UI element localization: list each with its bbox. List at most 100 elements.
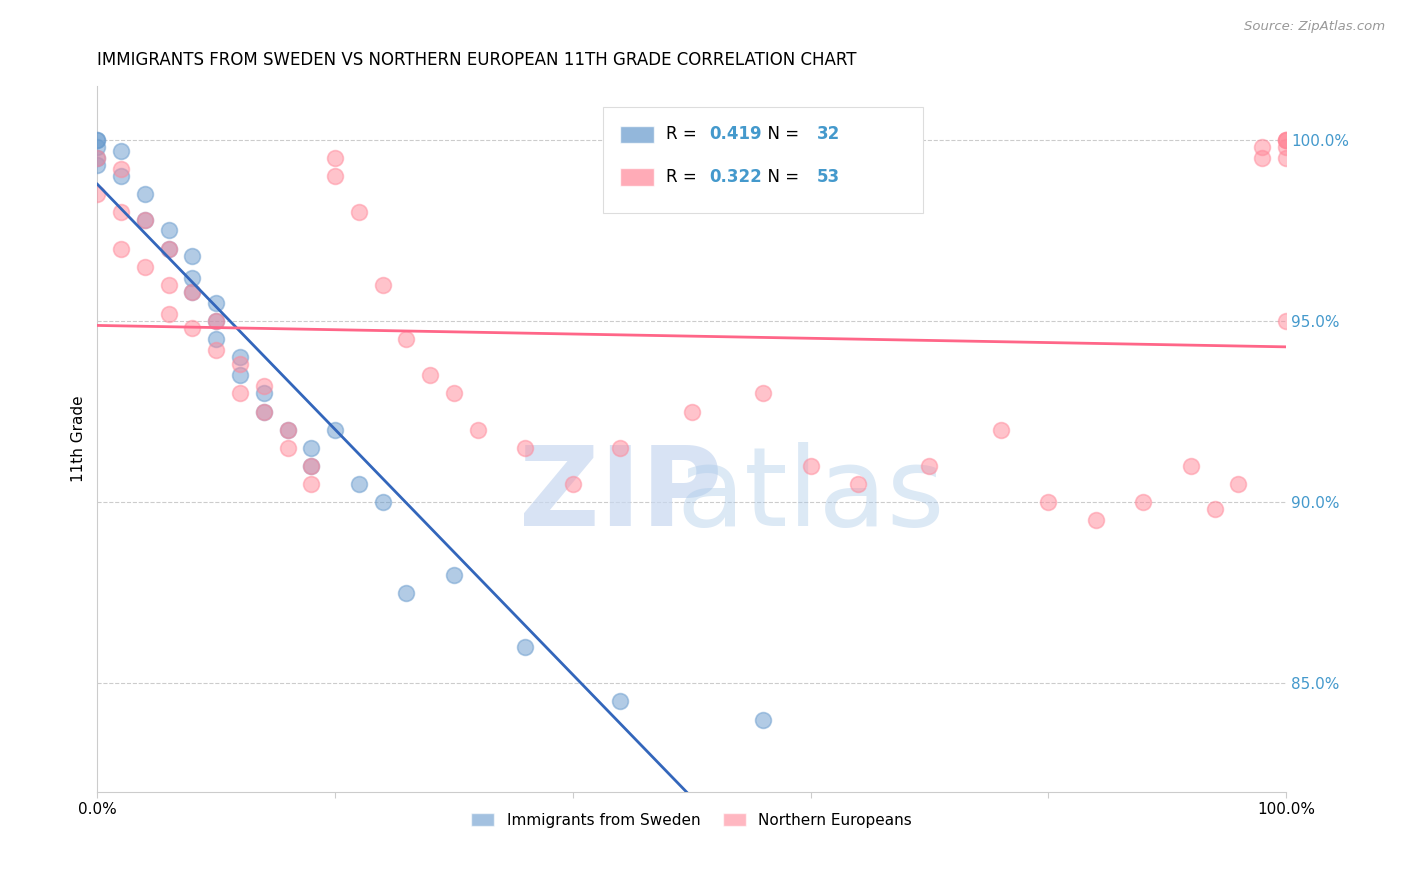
Point: [1275, 140, 1298, 154]
Point: [561, 477, 583, 491]
Point: [157, 242, 180, 256]
Point: [1038, 495, 1060, 509]
Point: [134, 260, 156, 274]
Point: [110, 205, 132, 219]
Point: [229, 358, 252, 372]
Point: [1275, 151, 1298, 165]
Point: [1275, 133, 1298, 147]
Text: 0.419: 0.419: [710, 125, 762, 144]
Point: [395, 585, 418, 599]
Point: [323, 151, 346, 165]
Point: [323, 169, 346, 183]
Text: IMMIGRANTS FROM SWEDEN VS NORTHERN EUROPEAN 11TH GRADE CORRELATION CHART: IMMIGRANTS FROM SWEDEN VS NORTHERN EUROP…: [97, 51, 856, 69]
Point: [515, 441, 537, 455]
Point: [609, 694, 631, 708]
Point: [205, 332, 228, 346]
FancyBboxPatch shape: [603, 107, 924, 212]
Point: [990, 423, 1012, 437]
Y-axis label: 11th Grade: 11th Grade: [72, 395, 86, 482]
Point: [443, 386, 465, 401]
Point: [86, 151, 108, 165]
Point: [443, 567, 465, 582]
Point: [110, 242, 132, 256]
Point: [1204, 502, 1226, 516]
Point: [1251, 151, 1274, 165]
Point: [846, 477, 869, 491]
Point: [299, 458, 322, 473]
Point: [299, 458, 322, 473]
Point: [467, 423, 489, 437]
Point: [157, 277, 180, 292]
Point: [1084, 513, 1107, 527]
Text: 53: 53: [817, 168, 839, 186]
Point: [1275, 133, 1298, 147]
Point: [1180, 458, 1202, 473]
Point: [347, 477, 370, 491]
Point: [371, 495, 394, 509]
Point: [253, 386, 276, 401]
Point: [86, 133, 108, 147]
Point: [277, 423, 299, 437]
Text: Source: ZipAtlas.com: Source: ZipAtlas.com: [1244, 20, 1385, 33]
Text: 0.322: 0.322: [710, 168, 762, 186]
Point: [323, 423, 346, 437]
Point: [157, 223, 180, 237]
Point: [157, 242, 180, 256]
Text: 32: 32: [817, 125, 839, 144]
Point: [1275, 314, 1298, 328]
Point: [86, 140, 108, 154]
Point: [205, 314, 228, 328]
FancyBboxPatch shape: [620, 169, 654, 186]
Point: [110, 169, 132, 183]
Point: [253, 379, 276, 393]
Point: [752, 386, 775, 401]
Point: [1227, 477, 1250, 491]
Text: R =: R =: [665, 125, 702, 144]
Point: [157, 307, 180, 321]
Point: [299, 477, 322, 491]
Point: [229, 386, 252, 401]
Point: [134, 187, 156, 202]
Point: [181, 285, 204, 299]
Point: [1251, 140, 1274, 154]
Text: ZIP: ZIP: [519, 442, 723, 549]
Point: [277, 441, 299, 455]
Point: [347, 205, 370, 219]
Point: [253, 404, 276, 418]
Point: [229, 350, 252, 364]
Point: [110, 144, 132, 158]
Point: [205, 314, 228, 328]
Point: [181, 249, 204, 263]
Point: [110, 161, 132, 176]
Text: atlas: atlas: [676, 442, 945, 549]
Point: [515, 640, 537, 654]
FancyBboxPatch shape: [620, 126, 654, 144]
Point: [609, 441, 631, 455]
Text: N =: N =: [756, 168, 804, 186]
Point: [752, 713, 775, 727]
Point: [86, 158, 108, 172]
Point: [371, 277, 394, 292]
Point: [181, 285, 204, 299]
Point: [681, 404, 703, 418]
Point: [181, 321, 204, 335]
Legend: Immigrants from Sweden, Northern Europeans: Immigrants from Sweden, Northern Europea…: [465, 806, 918, 834]
Text: N =: N =: [756, 125, 804, 144]
Point: [181, 270, 204, 285]
Point: [253, 404, 276, 418]
Point: [134, 212, 156, 227]
Point: [134, 212, 156, 227]
Point: [205, 296, 228, 310]
Point: [299, 441, 322, 455]
Point: [86, 133, 108, 147]
Point: [86, 151, 108, 165]
Point: [205, 343, 228, 357]
Point: [799, 458, 821, 473]
Text: R =: R =: [665, 168, 702, 186]
Point: [229, 368, 252, 383]
Point: [1275, 133, 1298, 147]
Point: [918, 458, 941, 473]
Point: [86, 187, 108, 202]
Point: [419, 368, 441, 383]
Point: [277, 423, 299, 437]
